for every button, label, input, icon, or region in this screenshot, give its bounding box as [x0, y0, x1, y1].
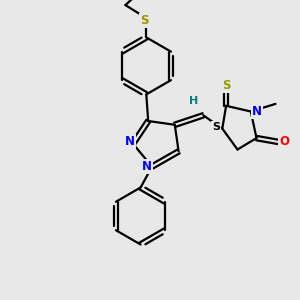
- Text: S: S: [140, 14, 148, 27]
- Text: N: N: [125, 135, 135, 148]
- Text: H: H: [189, 96, 198, 106]
- Text: N: N: [142, 160, 152, 173]
- Text: N: N: [252, 105, 262, 118]
- Text: S: S: [212, 122, 220, 132]
- Text: O: O: [279, 135, 289, 148]
- Text: S: S: [222, 79, 230, 92]
